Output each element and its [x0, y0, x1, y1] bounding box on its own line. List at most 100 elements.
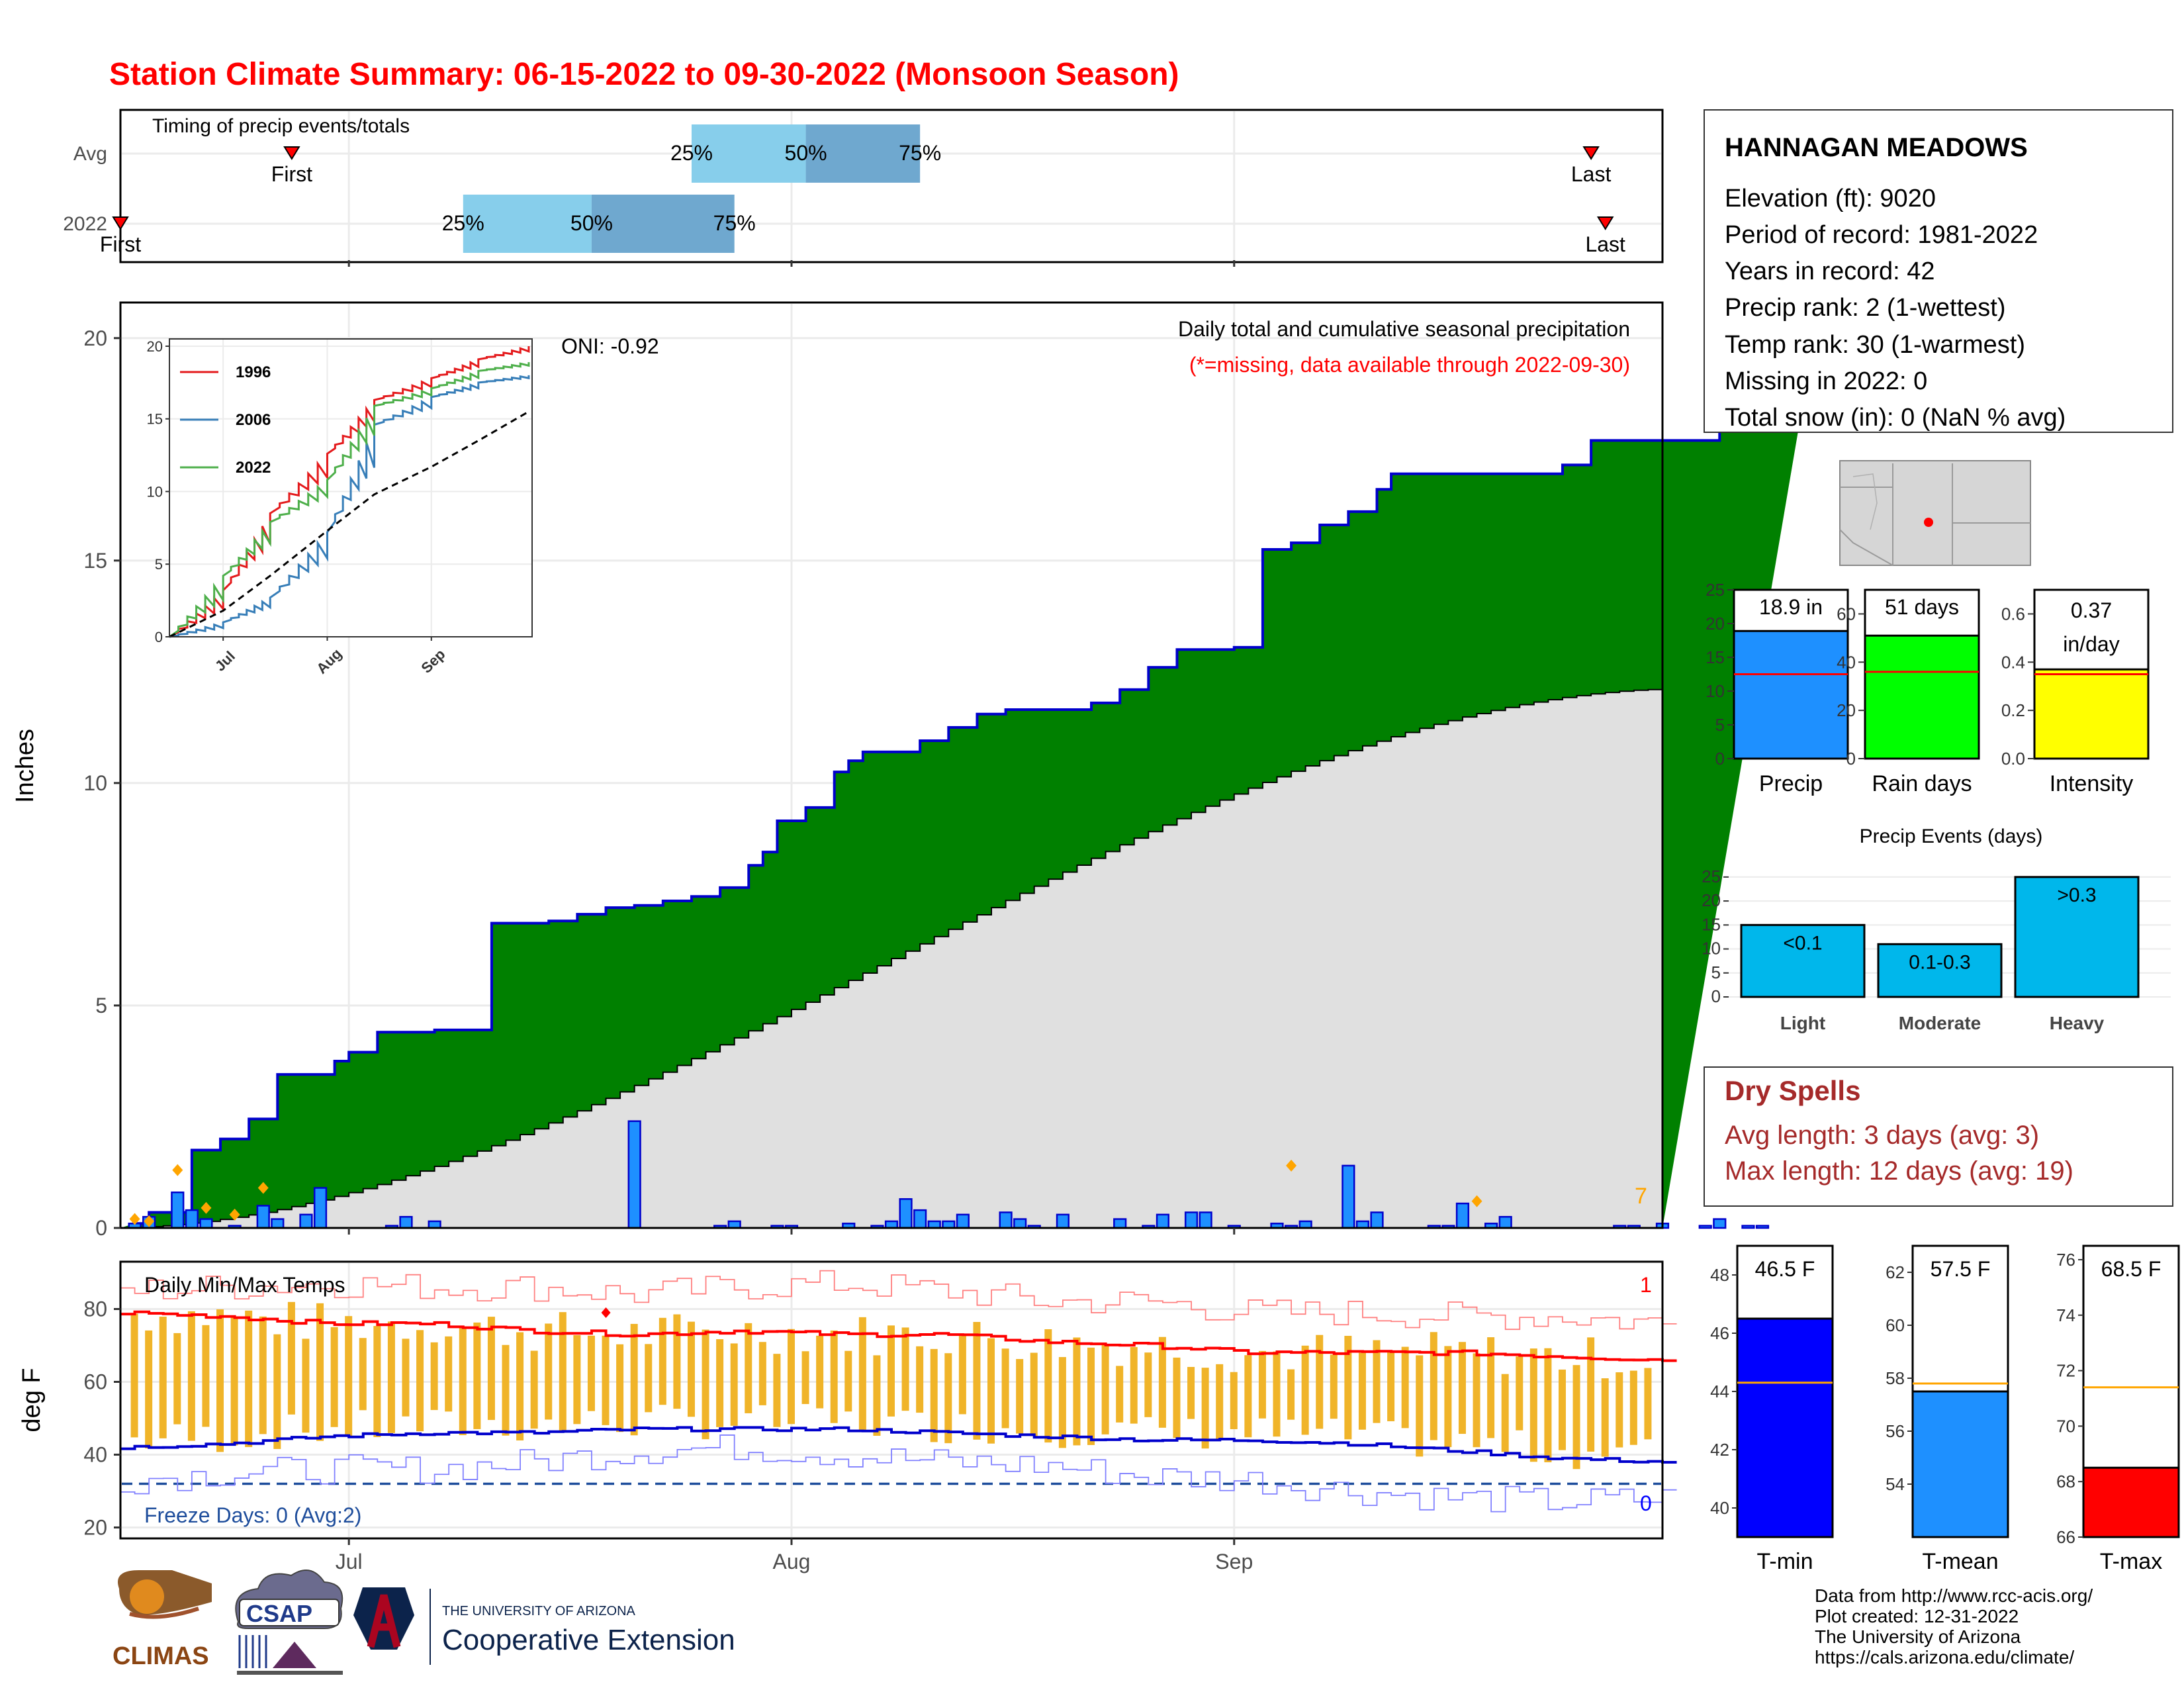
inset-ytick-label: 15 [147, 411, 163, 428]
temp-summary-tick-label: 70 [2056, 1416, 2075, 1436]
summary-tick-label: 0.6 [2001, 604, 2025, 624]
events-bar-label: >0.3 [2057, 884, 2096, 906]
record-low-count: 0 [1640, 1491, 1652, 1515]
daily-temp-range-bar [1301, 1345, 1309, 1435]
inset-series-line [169, 362, 530, 638]
daily-precip-bar [1056, 1213, 1069, 1229]
daily-precip-bar [1156, 1213, 1170, 1229]
station-name: HANNAGAN MEADOWS [1725, 133, 2028, 162]
daily-temp-range-bar [230, 1317, 238, 1446]
timing-quartile-label: 50% [785, 141, 827, 165]
daily-marker [229, 1208, 240, 1221]
station-location-marker [1924, 518, 1933, 527]
temp-chart: 20 40 60 80 Daily Min/Max Temps Freeze Days… [18, 260, 1677, 1573]
daily-temp-range-bar [430, 1342, 438, 1411]
daily-precip-bar [299, 1213, 313, 1229]
daily-precip-bar [927, 1220, 941, 1229]
daily-precip-bar [1498, 1215, 1512, 1229]
main-note-1: Daily total and cumulative seasonal prec… [1178, 317, 1630, 341]
inset-average-line [169, 410, 529, 638]
inset-legend-label: 1996 [236, 363, 271, 381]
events-category-label: Light [1780, 1013, 1825, 1033]
daily-marker [129, 1213, 140, 1225]
daily-temp-range-bar [930, 1348, 938, 1442]
daily-marker [201, 1201, 212, 1214]
temp-summary-tick-label: 54 [1886, 1474, 1905, 1494]
daily-temp-range-bar [602, 1335, 610, 1425]
daily-temp-range-bar [1501, 1374, 1509, 1452]
events-tick-label: 15 [1702, 914, 1721, 934]
x-tick-label: Aug [773, 1550, 811, 1573]
daily-precip-bar [884, 1220, 899, 1229]
daily-temp-range-bar [1473, 1353, 1480, 1448]
temp-summary-tick-label: 56 [1886, 1421, 1905, 1441]
daily-temp-range-bar [1116, 1366, 1124, 1423]
daily-precip-bar [1355, 1220, 1370, 1229]
daily-temp-range-bar [145, 1330, 153, 1449]
daily-temp-range-bar [459, 1327, 467, 1436]
daily-temp-range-bar [1258, 1350, 1266, 1419]
daily-temp-range-bar [1487, 1337, 1495, 1438]
daily-temp-range-bar [887, 1325, 895, 1417]
temp-summary-tick-label: 72 [2056, 1361, 2075, 1381]
tmax-average-line [120, 1310, 1677, 1362]
temp-summary-label: T-max [2100, 1549, 2162, 1574]
daily-temp-range-bar [1101, 1344, 1109, 1434]
daily-temp-range-bar [1330, 1354, 1338, 1419]
daily-precip-bar [727, 1220, 741, 1229]
daily-temp-range-bar [901, 1327, 909, 1411]
dry-spells-line-1: Avg length: 3 days (avg: 3) [1725, 1121, 2039, 1150]
daily-precip-bar [942, 1220, 956, 1229]
daily-temp-range-bar [1430, 1332, 1437, 1440]
events-tick-label: 5 [1711, 962, 1721, 982]
daily-temp-range-bar [1273, 1351, 1281, 1437]
daily-temp-range-bar [973, 1322, 981, 1440]
timing-bar-q25-q50 [691, 124, 806, 183]
daily-precip-bar [1298, 1220, 1312, 1229]
daily-temp-range-bar [987, 1338, 995, 1444]
temp-ytick-label: 80 [83, 1297, 107, 1321]
daily-marker [257, 1182, 269, 1194]
temp-summary-bars: 40 42 44 46 48 46.5 F T-min 54 56 58 60 62 57.5 F T-m… [1710, 1244, 2180, 1574]
location-map [1839, 460, 2031, 566]
timing-first-label: First [100, 232, 141, 256]
footer-credits: Data from http://www.rcc-acis.org/ Plot … [1815, 1585, 2093, 1667]
daily-precip-bar [956, 1213, 970, 1229]
summary-bars: 0 5 10 15 20 25 18.9 in Precip 0 20 40 60 51 days Rai… [1706, 580, 2150, 796]
daily-temp-range-bar [1458, 1342, 1466, 1434]
main-ytick-label: 5 [95, 994, 107, 1017]
daily-temp-range-bar [1615, 1372, 1623, 1448]
daily-temp-range-bar [1416, 1355, 1424, 1457]
daily-temp-range-bar [844, 1350, 852, 1412]
timing-quartile-label: 75% [899, 141, 941, 165]
inset-ytick-label: 10 [147, 483, 163, 500]
daily-precip-bar [999, 1211, 1013, 1229]
summary-bar-value: 0.37 [2071, 598, 2112, 622]
daily-temp-range-bar [1516, 1356, 1524, 1430]
main-ytick-label: 0 [95, 1216, 107, 1240]
daily-temp-range-bar [402, 1338, 410, 1417]
timing-quartile-label: 50% [570, 211, 613, 235]
tmin-extreme-line [120, 1434, 1677, 1513]
daily-marker [1286, 1159, 1297, 1172]
events-category-label: Moderate [1899, 1013, 1981, 1033]
daily-temp-range-bar [730, 1343, 738, 1426]
daily-precip-bar [399, 1215, 413, 1229]
events-tick-label: 20 [1702, 890, 1721, 910]
logos: CLIMAS CSAP THE UNIVERSITY OF ARIZONA Co… [113, 1570, 735, 1675]
daily-temp-range-bar [473, 1322, 481, 1429]
daily-temp-range-bar [516, 1332, 524, 1441]
daily-temp-range-bar [1444, 1346, 1452, 1448]
freeze-label: Freeze Days: 0 (Avg:2) [144, 1503, 361, 1527]
daily-temp-range-bar [745, 1323, 752, 1413]
station-line: Temp rank: 30 (1-warmest) [1725, 331, 2025, 359]
daily-temp-range-bar [702, 1329, 709, 1440]
record-high-count: 1 [1640, 1273, 1652, 1297]
summary-tick-label: 60 [1837, 604, 1856, 624]
daily-precip-bar [313, 1187, 328, 1229]
daily-marker [1471, 1195, 1482, 1207]
daily-temp-range-bar [630, 1323, 638, 1436]
daily-precip-bar [171, 1191, 185, 1229]
daily-temp-range-bar [858, 1317, 866, 1432]
events-bar [1740, 923, 1866, 998]
